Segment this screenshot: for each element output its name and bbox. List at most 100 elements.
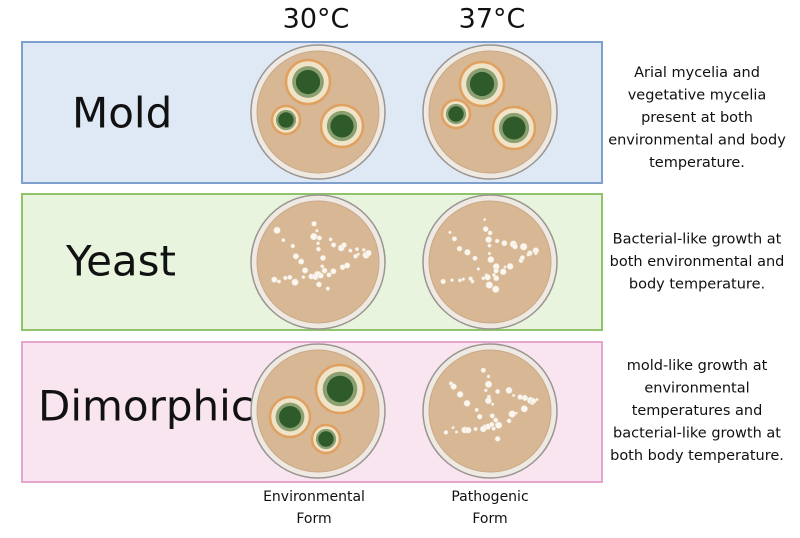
yeast-colony: [520, 405, 528, 413]
yeast-colony: [298, 258, 305, 265]
yeast-colony: [493, 417, 499, 423]
yeast-colony: [328, 237, 333, 242]
row-label: Dimorphic: [38, 382, 254, 431]
yeast-colony: [365, 249, 372, 257]
yeast-colony: [505, 386, 513, 394]
yeast-colony: [271, 276, 278, 283]
colony-center: [295, 69, 321, 95]
yeast-colony: [273, 226, 281, 234]
yeast-colony: [326, 272, 332, 278]
column-header: 30°C: [283, 4, 350, 35]
yeast-colony: [482, 226, 489, 233]
yeast-colony: [491, 426, 496, 431]
yeast-colony: [315, 228, 319, 233]
yeast-colony: [491, 402, 495, 406]
yeast-colony: [495, 389, 501, 395]
yeast-colony: [320, 264, 325, 269]
yeast-colony: [517, 394, 523, 400]
yeast-colony: [512, 243, 518, 250]
yeast-colony: [461, 277, 466, 281]
description-line: both environmental and: [610, 254, 785, 270]
yeast-colony: [473, 426, 478, 432]
yeast-colony: [489, 413, 495, 419]
yeast-colony: [519, 243, 528, 251]
yeast-colony: [493, 275, 500, 282]
yeast-colony: [448, 230, 452, 235]
colony-center: [278, 112, 294, 128]
yeast-colony: [501, 240, 508, 247]
yeast-colony: [464, 249, 471, 256]
yeast-colony: [506, 418, 512, 424]
colony-center: [502, 116, 526, 140]
yeast-colony: [487, 256, 495, 264]
colony-center: [326, 375, 354, 403]
yeast-colony: [519, 255, 525, 261]
description-line: environmental: [644, 381, 749, 397]
yeast-colony: [503, 265, 507, 269]
yeast-colony: [463, 399, 471, 407]
description-line: environmental and body: [608, 133, 786, 149]
yeast-colony: [456, 245, 463, 252]
yeast-colony: [506, 263, 514, 270]
yeast-colony: [487, 243, 492, 248]
yeast-colony: [499, 268, 507, 276]
yeast-colony: [476, 267, 481, 271]
yeast-colony: [472, 255, 478, 261]
yeast-colony: [287, 274, 293, 280]
petri-dish: [422, 194, 558, 330]
yeast-colony: [310, 232, 318, 241]
yeast-colony: [316, 281, 322, 288]
description-line: vegetative mycelia: [628, 88, 767, 104]
yeast-colony: [301, 275, 306, 279]
yeast-colony: [484, 274, 491, 281]
yeast-colony: [486, 374, 491, 379]
yeast-colony: [487, 251, 492, 256]
yeast-colony: [292, 253, 300, 260]
yeast-colony: [493, 268, 499, 274]
yeast-colony: [290, 243, 296, 249]
yeast-colony: [476, 413, 483, 420]
yeast-colony: [521, 394, 528, 401]
yeast-colony: [485, 281, 493, 289]
yeast-colony: [276, 279, 282, 284]
yeast-colony: [330, 242, 337, 248]
description-line: temperatures and: [632, 403, 763, 419]
yeast-colony: [451, 426, 455, 430]
yeast-colony: [474, 407, 479, 413]
footer-label: Form: [472, 511, 507, 527]
agar: [428, 349, 552, 473]
yeast-colony: [534, 251, 538, 256]
description-line: Bacterial-like growth at: [613, 232, 782, 248]
petri-dish: [250, 44, 386, 180]
yeast-colony: [514, 411, 518, 415]
yeast-colony: [353, 253, 358, 259]
petri-dish: [250, 343, 386, 479]
petri-dish: [250, 194, 386, 330]
footer-label: Pathogenic: [451, 489, 528, 505]
yeast-colony: [317, 272, 324, 279]
yeast-colony: [511, 393, 516, 398]
yeast-colony: [508, 410, 516, 418]
descriptions: Arial mycelia and vegetative mycelia prese…: [608, 65, 786, 464]
yeast-colony: [483, 217, 487, 222]
yeast-colony: [494, 436, 501, 442]
yeast-colony: [301, 267, 309, 274]
yeast-colony: [492, 285, 500, 293]
yeast-colony: [489, 421, 495, 428]
yeast-colony: [456, 391, 464, 398]
colony-center: [279, 406, 301, 428]
yeast-colony: [470, 279, 475, 284]
yeast-colony: [535, 397, 539, 402]
yeast-colony: [487, 230, 493, 236]
row-label: Mold: [72, 89, 172, 138]
description-line: both body temperature.: [610, 448, 784, 464]
yeast-colony: [330, 268, 337, 275]
yeast-colony: [341, 242, 347, 248]
colony-center: [318, 431, 334, 447]
yeast-colony: [311, 221, 317, 227]
yeast-colony: [484, 380, 493, 388]
yeast-colony: [450, 278, 454, 282]
petri-dish: [422, 343, 558, 479]
yeast-colony: [494, 238, 500, 244]
petri-dish: [422, 44, 558, 180]
